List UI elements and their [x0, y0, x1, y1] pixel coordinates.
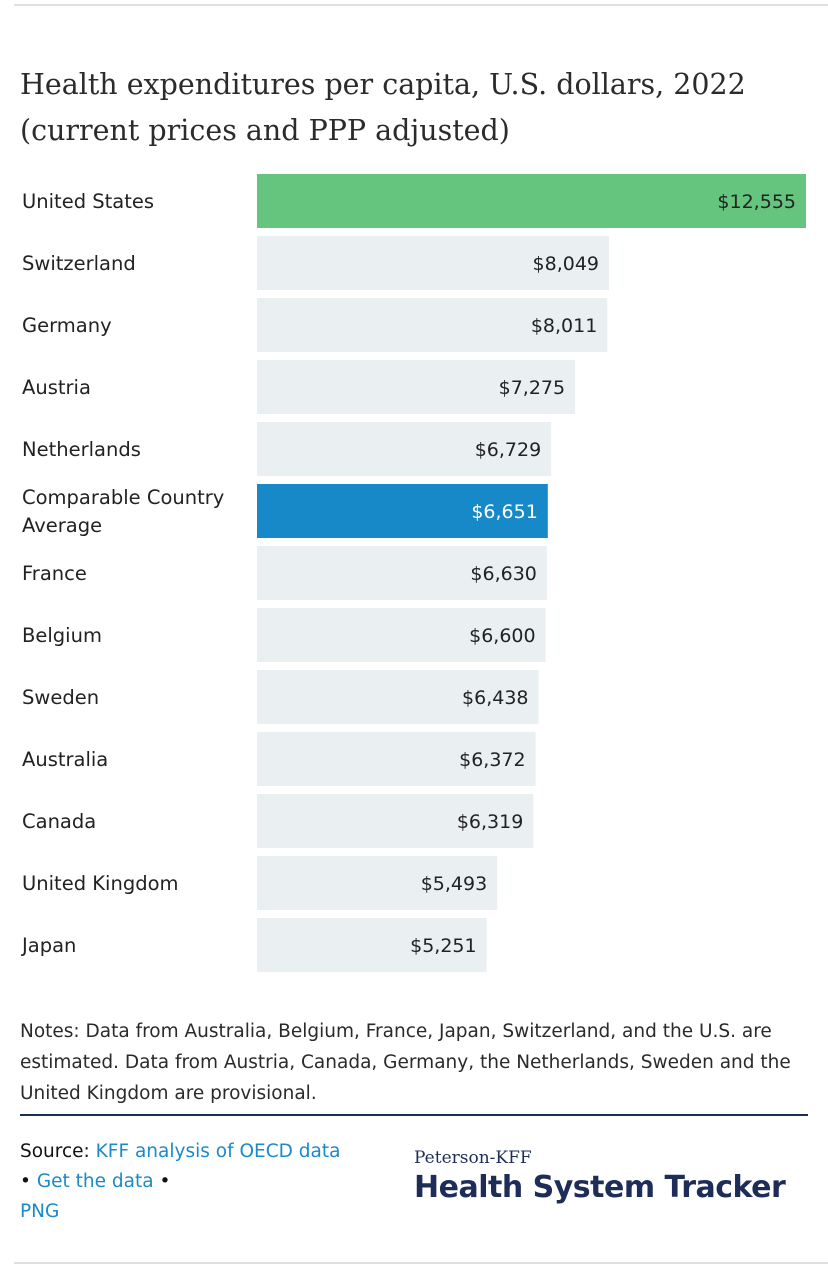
value-label-australia: $6,372	[459, 749, 525, 771]
source-link-analysis[interactable]: KFF analysis of OECD data	[95, 1141, 341, 1162]
value-label-united-states: $12,555	[717, 191, 796, 213]
value-label-france: $6,630	[470, 563, 536, 585]
value-label-sweden: $6,438	[462, 687, 528, 709]
bar-switzerland[interactable]	[257, 236, 609, 290]
brand-logo[interactable]: Peterson-KFF Health System Tracker	[414, 1148, 814, 1208]
category-label-australia: Australia	[22, 748, 108, 771]
category-label-japan: Japan	[20, 934, 76, 957]
value-label-germany: $8,011	[531, 315, 597, 337]
bar-australia[interactable]	[257, 732, 536, 786]
value-label-austria: $7,275	[499, 377, 565, 399]
value-label-switzerland: $8,049	[533, 253, 599, 275]
brand-big-text: Health System Tracker	[414, 1170, 786, 1205]
png-download-link[interactable]: PNG	[20, 1201, 60, 1222]
get-data-link[interactable]: Get the data	[36, 1171, 154, 1192]
bar-france[interactable]	[257, 546, 547, 600]
bottom-rule	[14, 1262, 828, 1264]
chart-title: Health expenditures per capita, U.S. dol…	[20, 68, 746, 147]
category-label-comparable-country-average: Comparable Country Average	[22, 486, 224, 537]
category-label-sweden: Sweden	[22, 686, 99, 709]
category-label-canada: Canada	[22, 810, 96, 833]
bar-netherlands[interactable]	[257, 422, 552, 476]
value-label-united-kingdom: $5,493	[421, 873, 487, 895]
source-block: Source: KFF analysis of OECD data • Get …	[20, 1137, 350, 1227]
category-label-switzerland: Switzerland	[22, 252, 136, 275]
value-label-belgium: $6,600	[469, 625, 535, 647]
value-label-japan: $5,251	[410, 935, 476, 957]
bar-japan[interactable]	[257, 918, 487, 972]
value-label-netherlands: $6,729	[475, 439, 541, 461]
bar-united-states[interactable]	[257, 174, 806, 228]
category-label-belgium: Belgium	[22, 624, 102, 647]
brand-small-text: Peterson-KFF	[414, 1148, 532, 1168]
source-label: Source:	[20, 1141, 90, 1162]
bar-united-kingdom[interactable]	[257, 856, 498, 910]
bar-austria[interactable]	[257, 360, 576, 414]
category-label-united-states: United States	[22, 190, 154, 213]
bar-comparable-country-average[interactable]	[257, 484, 548, 538]
chart-notes: Notes: Data from Australia, Belgium, Fra…	[20, 1021, 791, 1104]
category-label-austria: Austria	[22, 376, 91, 399]
footer-divider	[20, 1114, 808, 1116]
category-label-france: France	[22, 562, 87, 585]
source-separator: •	[159, 1171, 171, 1192]
category-label-germany: Germany	[22, 314, 112, 337]
top-rule	[14, 4, 828, 6]
bar-canada[interactable]	[257, 794, 534, 848]
bar-chart: United States $12,555 Switzerland $8,049 Ger…	[20, 174, 806, 972]
value-label-comparable-country-average: $6,651	[471, 501, 537, 523]
bar-belgium[interactable]	[257, 608, 546, 662]
category-label-netherlands: Netherlands	[22, 438, 141, 461]
value-label-canada: $6,319	[457, 811, 523, 833]
category-label-united-kingdom: United Kingdom	[22, 872, 179, 895]
bar-sweden[interactable]	[257, 670, 539, 724]
bar-germany[interactable]	[257, 298, 608, 352]
source-separator: •	[20, 1171, 31, 1192]
